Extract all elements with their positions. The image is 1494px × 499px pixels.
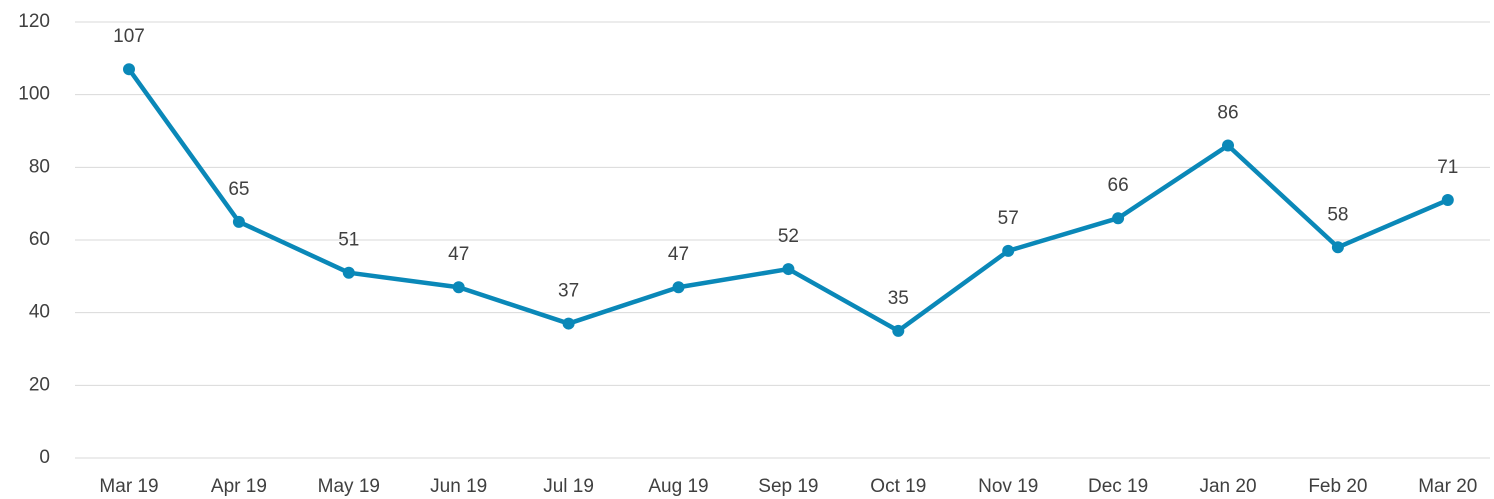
data-label: 35 <box>888 288 909 309</box>
y-tick-label: 60 <box>29 229 50 250</box>
data-label: 57 <box>998 208 1019 229</box>
y-tick-label: 20 <box>29 374 50 395</box>
y-tick-label: 120 <box>18 11 50 32</box>
x-tick-label: Jul 19 <box>543 476 594 497</box>
point <box>452 281 465 294</box>
data-label: 37 <box>558 281 579 302</box>
point <box>1112 212 1125 225</box>
point <box>1002 244 1015 257</box>
point <box>342 266 355 279</box>
data-label: 86 <box>1217 103 1238 124</box>
data-label: 58 <box>1327 204 1348 225</box>
point <box>123 63 135 76</box>
point <box>672 281 685 294</box>
point <box>782 263 795 276</box>
data-label: 107 <box>113 26 145 47</box>
y-tick-label: 40 <box>29 302 50 323</box>
point <box>562 317 575 330</box>
x-tick-label: Mar 20 <box>1418 476 1477 497</box>
y-tick-label: 100 <box>18 84 50 105</box>
data-label: 51 <box>338 230 359 251</box>
x-tick-label: Apr 19 <box>211 476 267 497</box>
point <box>1222 139 1234 152</box>
data-label: 47 <box>668 244 689 265</box>
x-tick-label: Jun 19 <box>430 476 487 497</box>
x-tick-label: May 19 <box>318 476 380 497</box>
x-tick-label: Jan 20 <box>1199 476 1256 497</box>
y-tick-label: 0 <box>39 447 50 468</box>
point <box>1441 194 1454 207</box>
x-tick-label: Feb 20 <box>1308 476 1367 497</box>
y-tick-label: 80 <box>29 156 50 177</box>
x-tick-label: Mar 19 <box>99 476 158 497</box>
x-tick-label: Oct 19 <box>870 476 926 497</box>
point <box>232 215 245 228</box>
x-tick-label: Dec 19 <box>1088 476 1148 497</box>
data-label: 47 <box>448 244 469 265</box>
data-label: 52 <box>778 226 799 247</box>
data-label: 66 <box>1108 175 1129 196</box>
x-tick-label: Nov 19 <box>978 476 1038 497</box>
point <box>1331 241 1344 254</box>
line <box>127 67 1449 334</box>
x-tick-label: Aug 19 <box>648 476 708 497</box>
data-label: 65 <box>228 179 249 200</box>
x-tick-label: Sep 19 <box>758 476 818 497</box>
point <box>892 324 905 337</box>
data-label: 71 <box>1437 157 1458 178</box>
